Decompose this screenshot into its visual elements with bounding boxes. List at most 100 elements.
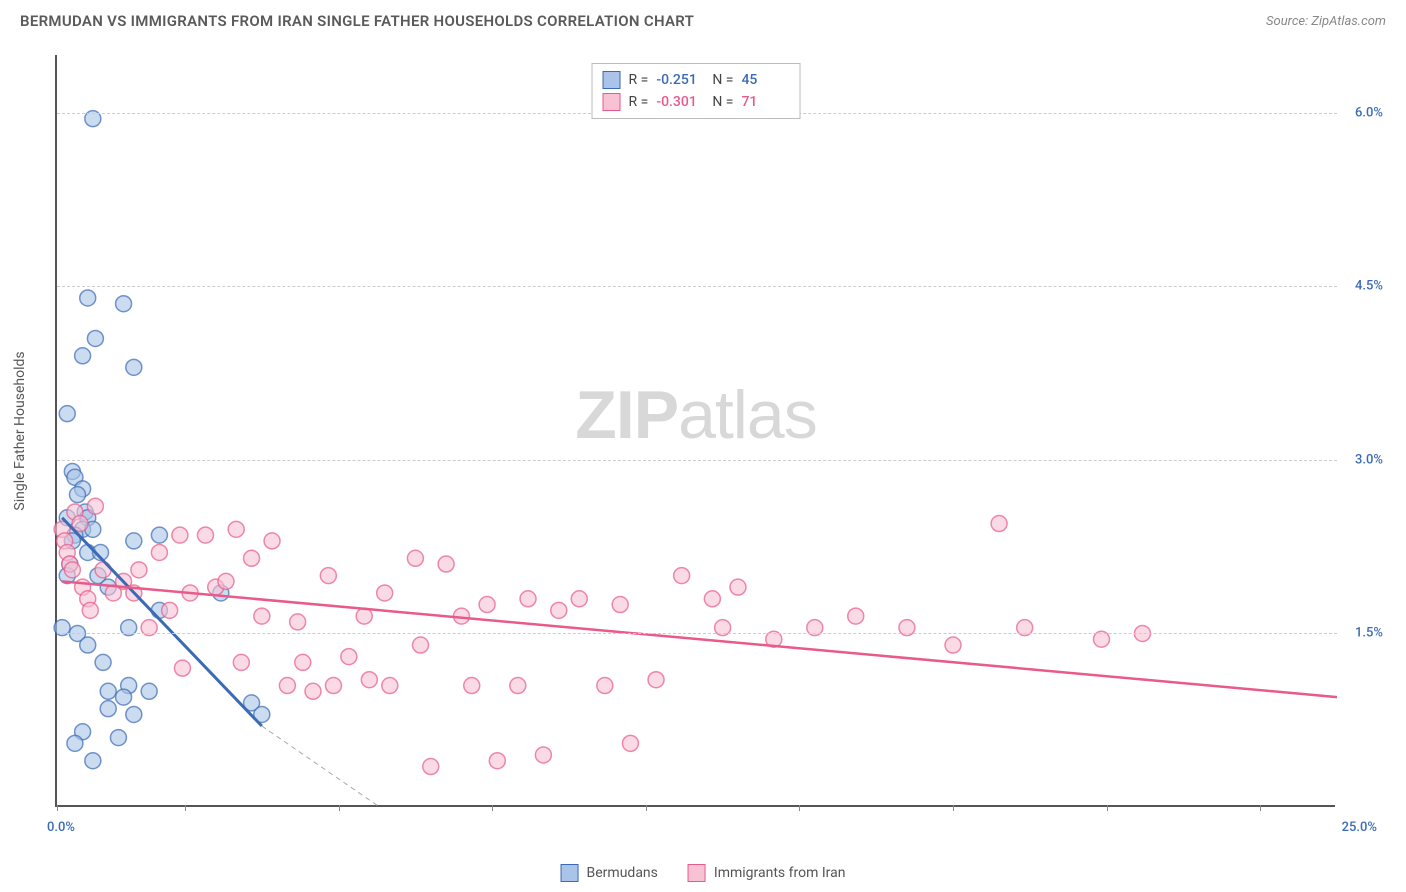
x-axis-max-label: 25.0%	[1342, 820, 1377, 835]
data-point	[622, 735, 638, 751]
data-point	[126, 706, 142, 722]
data-point	[945, 637, 961, 653]
data-point	[100, 683, 116, 699]
y-tick-label: 3.0%	[1339, 452, 1383, 467]
n-label: N =	[712, 91, 733, 113]
n-label: N =	[712, 69, 733, 91]
data-point	[648, 672, 664, 688]
data-point	[67, 735, 83, 751]
data-point	[228, 521, 244, 537]
data-point	[413, 637, 429, 653]
data-point	[126, 359, 142, 375]
legend-correlation: R = -0.251 N = 45 R = -0.301 N = 71	[592, 63, 801, 119]
data-point	[325, 678, 341, 694]
legend-swatch-bottom-0	[561, 864, 579, 882]
data-point	[80, 637, 96, 653]
legend-series: Bermudans Immigrants from Iran	[561, 864, 846, 882]
data-point	[423, 759, 439, 775]
legend-row-series-1: R = -0.301 N = 71	[603, 91, 790, 113]
data-point	[571, 591, 587, 607]
data-point	[141, 683, 157, 699]
data-point	[218, 573, 234, 589]
data-point	[174, 660, 190, 676]
grid-line	[57, 460, 1337, 461]
r-value-series-0: -0.251	[656, 69, 704, 91]
data-point	[730, 579, 746, 595]
scatter-svg	[57, 55, 1337, 807]
data-point	[464, 678, 480, 694]
data-point	[82, 602, 98, 618]
data-point	[377, 585, 393, 601]
data-point	[341, 649, 357, 665]
data-point	[438, 556, 454, 572]
data-point	[162, 602, 178, 618]
data-point	[85, 753, 101, 769]
data-point	[80, 290, 96, 306]
r-label: R =	[629, 69, 649, 91]
data-point	[151, 527, 167, 543]
data-point	[131, 562, 147, 578]
data-point	[69, 487, 85, 503]
y-tick-label: 6.0%	[1339, 105, 1383, 120]
data-point	[704, 591, 720, 607]
x-tick	[492, 805, 493, 811]
data-point	[295, 654, 311, 670]
x-tick	[57, 805, 58, 811]
chart-container: BERMUDAN VS IMMIGRANTS FROM IRAN SINGLE …	[0, 0, 1406, 892]
legend-label-series-1: Immigrants from Iran	[714, 865, 846, 881]
legend-swatch-bottom-1	[688, 864, 706, 882]
data-point	[87, 330, 103, 346]
r-label: R =	[629, 91, 649, 113]
data-point	[172, 527, 188, 543]
data-point	[254, 608, 270, 624]
grid-line	[57, 633, 1337, 634]
grid-line	[57, 286, 1337, 287]
r-value-series-1: -0.301	[656, 91, 704, 113]
data-point	[479, 597, 495, 613]
data-point	[264, 533, 280, 549]
source-attribution: Source: ZipAtlas.com	[1266, 14, 1386, 29]
chart-title: BERMUDAN VS IMMIGRANTS FROM IRAN SINGLE …	[20, 12, 694, 30]
y-tick-label: 4.5%	[1339, 279, 1383, 294]
data-point	[279, 678, 295, 694]
x-tick	[799, 805, 800, 811]
data-point	[110, 730, 126, 746]
data-point	[674, 568, 690, 584]
data-point	[407, 550, 423, 566]
x-tick	[1107, 805, 1108, 811]
chart-area: Single Father Households ZIPatlas R = -0…	[55, 55, 1385, 807]
legend-item-series-0: Bermudans	[561, 864, 658, 882]
n-value-series-0: 45	[741, 69, 789, 91]
data-point	[95, 654, 111, 670]
data-point	[233, 654, 249, 670]
legend-swatch-series-0	[603, 71, 621, 89]
data-point	[361, 672, 377, 688]
data-point	[197, 527, 213, 543]
data-point	[991, 516, 1007, 532]
data-point	[612, 597, 628, 613]
data-point	[382, 678, 398, 694]
data-point	[116, 296, 132, 312]
data-point	[100, 701, 116, 717]
data-point	[597, 678, 613, 694]
data-point	[520, 591, 536, 607]
legend-row-series-0: R = -0.251 N = 45	[603, 69, 790, 91]
n-value-series-1: 71	[741, 91, 789, 113]
x-tick	[339, 805, 340, 811]
plot-area: ZIPatlas R = -0.251 N = 45 R = -0.301 N …	[55, 55, 1335, 807]
data-point	[305, 683, 321, 699]
data-point	[244, 550, 260, 566]
data-point	[126, 533, 142, 549]
data-point	[510, 678, 526, 694]
x-tick	[953, 805, 954, 811]
data-point	[116, 689, 132, 705]
data-point	[551, 602, 567, 618]
x-tick	[1260, 805, 1261, 811]
data-point	[489, 753, 505, 769]
x-tick	[646, 805, 647, 811]
y-tick-label: 1.5%	[1339, 626, 1383, 641]
data-point	[75, 348, 91, 364]
legend-item-series-1: Immigrants from Iran	[688, 864, 846, 882]
data-point	[848, 608, 864, 624]
data-point	[290, 614, 306, 630]
